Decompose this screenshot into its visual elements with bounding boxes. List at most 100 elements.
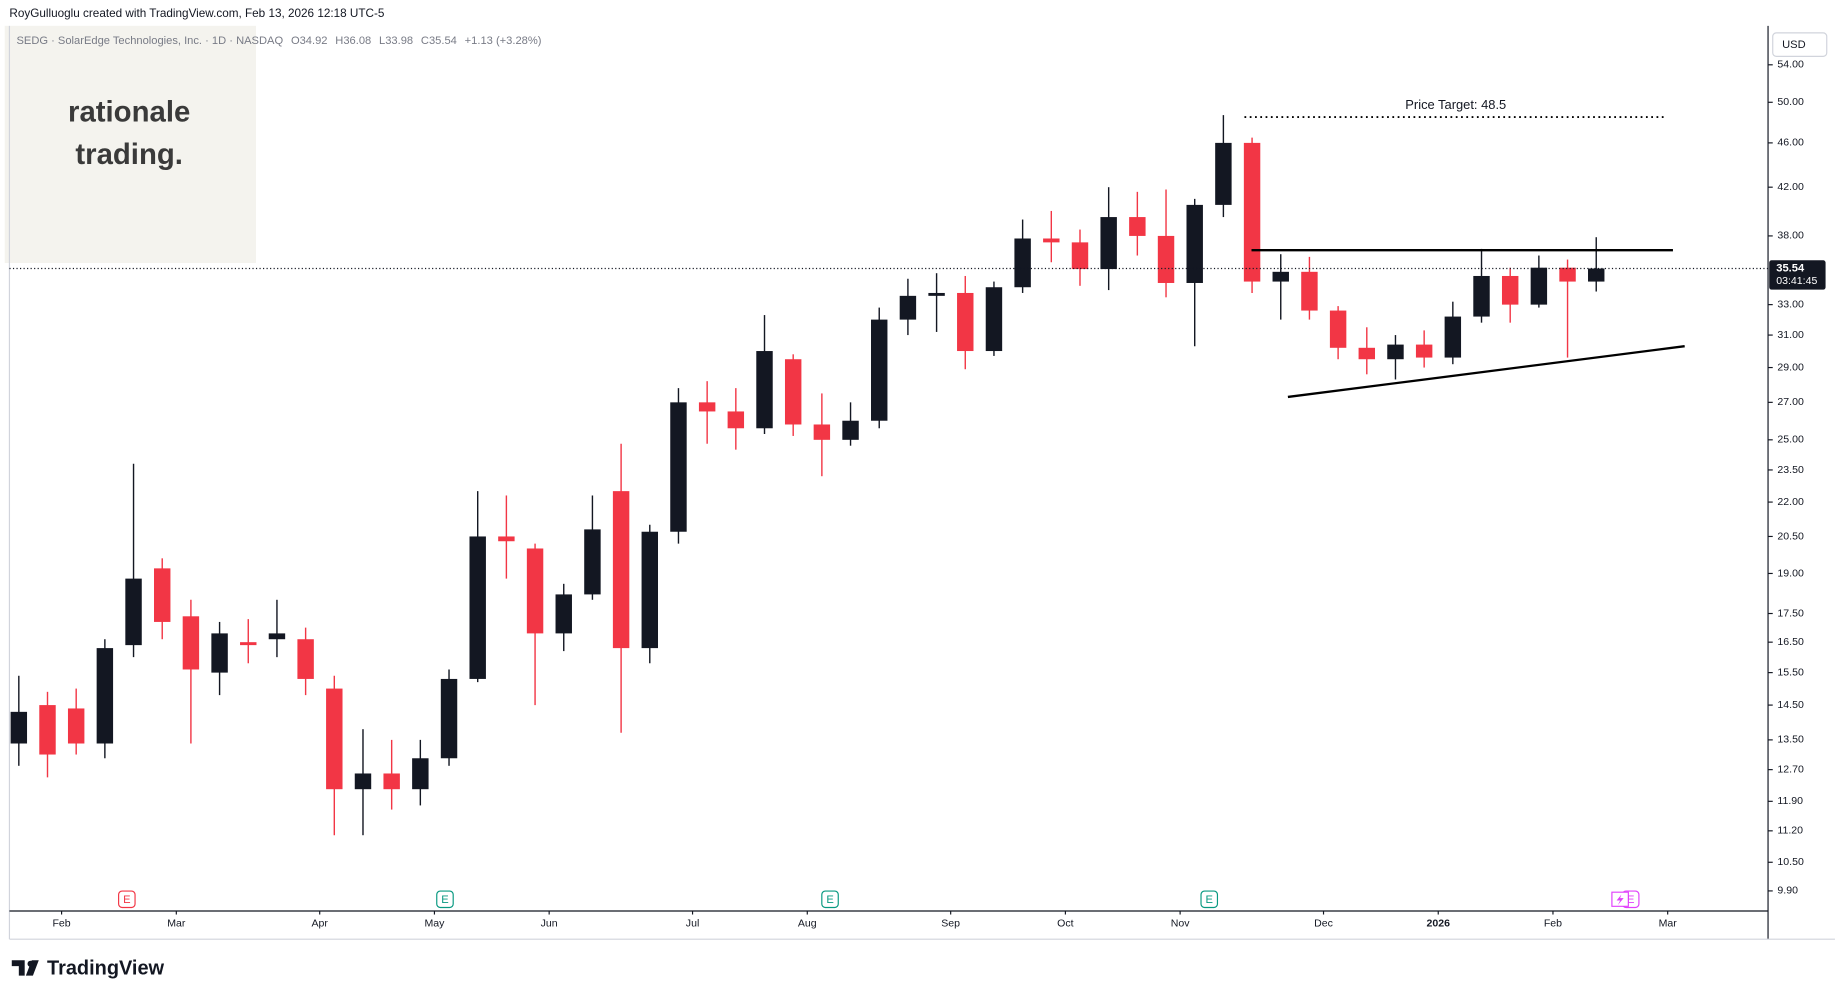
candle-body bbox=[1559, 267, 1576, 282]
event-label: E bbox=[1627, 894, 1634, 906]
y-tick-label: 9.90 bbox=[1777, 885, 1798, 897]
y-tick-label: 29.00 bbox=[1777, 361, 1804, 373]
x-tick-label: Oct bbox=[1057, 918, 1073, 930]
x-tick-label: Aug bbox=[798, 918, 817, 930]
candle-body bbox=[1473, 275, 1490, 317]
candle-body bbox=[125, 578, 142, 646]
candle-body bbox=[1329, 310, 1347, 348]
candle-body bbox=[268, 633, 286, 640]
candle-body bbox=[154, 568, 171, 622]
candle-body bbox=[1071, 242, 1089, 270]
candle-body bbox=[1215, 142, 1232, 205]
event-marker bbox=[436, 890, 454, 909]
y-tick-label: 13.50 bbox=[1777, 734, 1804, 746]
y-tick-label: 50.00 bbox=[1777, 96, 1804, 108]
last-price-box bbox=[1769, 260, 1826, 290]
candle-body bbox=[1272, 271, 1289, 282]
x-tick-label: 2026 bbox=[1427, 918, 1451, 930]
candle-body bbox=[985, 287, 1003, 352]
candle-body bbox=[240, 642, 257, 646]
candle-body bbox=[1043, 238, 1060, 243]
y-tick-label: 19.00 bbox=[1777, 567, 1804, 579]
candle-body bbox=[10, 711, 28, 744]
candle-body bbox=[440, 678, 458, 759]
symbol-info: SEDG · SolarEdge Technologies, Inc. · 1D… bbox=[16, 35, 541, 47]
y-tick-label: 27.00 bbox=[1777, 396, 1804, 408]
candle-body bbox=[698, 402, 716, 412]
x-tick-label: Mar bbox=[167, 918, 186, 930]
candle-body bbox=[1157, 235, 1175, 283]
candle-body bbox=[1415, 344, 1433, 358]
candle-body bbox=[584, 529, 601, 595]
y-tick-label: 42.00 bbox=[1777, 181, 1804, 193]
brand-name: TradingView bbox=[47, 957, 165, 979]
candle-body bbox=[727, 411, 745, 429]
logo-text: rationale bbox=[68, 96, 190, 129]
y-tick-label: 20.50 bbox=[1777, 530, 1804, 542]
candle-body bbox=[1301, 271, 1318, 311]
candle-body bbox=[1444, 316, 1462, 358]
y-tick-label: 17.50 bbox=[1777, 607, 1804, 619]
candle-body bbox=[1501, 275, 1519, 305]
change: +1.13 (+3.28%) bbox=[465, 35, 542, 47]
currency-button[interactable] bbox=[1772, 32, 1828, 57]
candle-body bbox=[297, 639, 314, 679]
brand-logo: TradingView bbox=[11, 957, 165, 979]
y-tick-label: 12.70 bbox=[1777, 763, 1804, 775]
candle-body bbox=[871, 319, 888, 421]
support-line bbox=[1287, 345, 1685, 399]
lightning bbox=[1616, 894, 1624, 906]
y-tick-label: 23.50 bbox=[1777, 464, 1804, 476]
candle-body bbox=[383, 773, 400, 790]
y-tick-label: 14.50 bbox=[1777, 699, 1804, 711]
x-tick-label: Feb bbox=[52, 918, 70, 930]
attribution: RoyGulluoglu created with TradingView.co… bbox=[9, 7, 384, 20]
y-tick-label: 31.00 bbox=[1777, 329, 1804, 341]
x-tick-label: Mar bbox=[1659, 918, 1678, 930]
candle-body bbox=[1530, 267, 1548, 305]
last-price-label: 35.54 bbox=[1776, 262, 1805, 274]
candle-body bbox=[67, 708, 85, 744]
x-tick-label: Sep bbox=[941, 918, 960, 930]
candle-body bbox=[1014, 238, 1031, 288]
x-tick-label: Jun bbox=[541, 918, 558, 930]
candle-body bbox=[1100, 217, 1117, 270]
candle-body bbox=[899, 295, 917, 320]
candle-body bbox=[641, 531, 659, 649]
candle-body bbox=[326, 688, 343, 790]
low: L33.98 bbox=[379, 35, 413, 47]
event-marker bbox=[1200, 890, 1219, 909]
brand-dot bbox=[27, 960, 34, 967]
event-label: E bbox=[123, 894, 130, 906]
y-tick-label: 11.20 bbox=[1777, 825, 1803, 837]
candle-body bbox=[1186, 204, 1203, 283]
event-marker bbox=[821, 890, 839, 909]
x-tick-label: Feb bbox=[1544, 918, 1562, 930]
high: H36.08 bbox=[335, 35, 371, 47]
candle-body bbox=[498, 536, 515, 542]
candle-body bbox=[1358, 347, 1376, 360]
candle-body bbox=[670, 402, 687, 532]
x-tick-label: Jul bbox=[686, 918, 699, 930]
event-label: E bbox=[441, 894, 448, 906]
candle-body bbox=[957, 292, 974, 352]
candle-body bbox=[555, 594, 572, 634]
y-tick-label: 33.00 bbox=[1777, 298, 1804, 310]
x-tick-label: May bbox=[424, 918, 445, 930]
candle-body bbox=[928, 292, 945, 296]
candle-body bbox=[96, 648, 114, 744]
price-target-label: Price Target: 48.5 bbox=[1405, 97, 1506, 112]
event-label: E bbox=[826, 894, 833, 906]
y-tick-label: 46.00 bbox=[1777, 137, 1804, 149]
candle-body bbox=[412, 758, 429, 790]
candle-body bbox=[211, 633, 228, 673]
y-tick-label: 16.50 bbox=[1777, 636, 1804, 648]
close: C35.54 bbox=[421, 35, 457, 47]
event-label: E bbox=[1206, 894, 1213, 906]
candle-body bbox=[526, 548, 544, 634]
candle-body bbox=[784, 359, 802, 425]
open: O34.92 bbox=[291, 35, 328, 47]
